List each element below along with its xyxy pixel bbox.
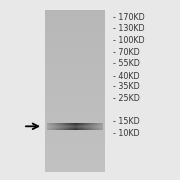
Text: Human Liver: Human Liver <box>57 0 133 3</box>
Text: - 15KD: - 15KD <box>113 117 140 126</box>
Text: - 70KD: - 70KD <box>113 48 140 57</box>
Text: - 55KD: - 55KD <box>113 59 140 68</box>
Text: - 130KD: - 130KD <box>113 24 145 33</box>
Text: - 40KD: - 40KD <box>113 72 140 81</box>
Text: - 10KD: - 10KD <box>113 129 140 138</box>
Text: - 35KD: - 35KD <box>113 82 140 91</box>
Text: - 100KD: - 100KD <box>113 36 145 45</box>
Text: - 25KD: - 25KD <box>113 94 140 103</box>
Text: - 170KD: - 170KD <box>113 13 145 22</box>
